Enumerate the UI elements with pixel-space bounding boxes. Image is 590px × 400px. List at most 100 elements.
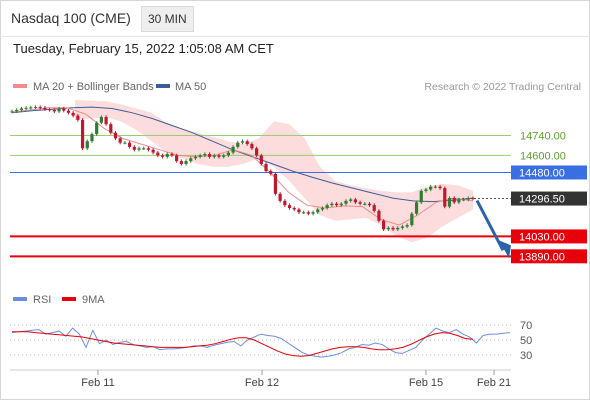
candle-body xyxy=(10,111,14,113)
candle-body xyxy=(80,119,85,149)
candle-body xyxy=(457,199,461,203)
candle-body xyxy=(66,110,71,113)
candle-body xyxy=(43,107,47,110)
ma20-line xyxy=(11,107,474,226)
candle-body xyxy=(15,109,19,112)
forecast-arrow-shaft xyxy=(475,199,505,252)
candle-body xyxy=(386,227,390,230)
rsi-tick-label: 70 xyxy=(520,320,532,332)
candle-body xyxy=(71,112,75,116)
9ma-line xyxy=(12,331,474,357)
candle-body xyxy=(325,205,329,208)
candle-body xyxy=(207,154,212,157)
candle-body xyxy=(222,155,226,157)
candle-body xyxy=(297,209,301,213)
candle-body xyxy=(302,212,306,214)
candle-body xyxy=(250,144,254,149)
candle-body xyxy=(212,155,216,157)
candle-body xyxy=(382,220,386,230)
last-label-box xyxy=(511,191,587,206)
candle-body xyxy=(264,163,268,172)
candle-body xyxy=(461,199,466,201)
candle-body xyxy=(156,152,160,156)
x-tick-label: Feb 15 xyxy=(409,377,443,389)
candle-body xyxy=(405,225,409,227)
timeframe-button[interactable]: 30 MIN xyxy=(141,6,194,32)
ma50-legend-label: MA 50 xyxy=(175,81,206,93)
candle-body xyxy=(391,227,395,230)
candle-body xyxy=(245,141,249,145)
timestamp: Tuesday, February 15, 2022 1:05:08 AM CE… xyxy=(13,41,274,56)
moving-averages xyxy=(11,106,474,226)
ma50-line xyxy=(11,106,474,203)
candle-body xyxy=(198,155,202,157)
candle-body xyxy=(363,203,367,205)
candle-body xyxy=(48,109,52,111)
ma20-legend-label: MA 20 + Bollinger Bands xyxy=(33,81,154,93)
forecast-arrow-head xyxy=(499,240,511,259)
candle-body xyxy=(320,208,325,210)
candle-body xyxy=(189,158,193,162)
candle-body xyxy=(104,117,108,125)
rsi-tick-label: 50 xyxy=(520,335,532,347)
candle-body xyxy=(330,203,334,206)
candle-body xyxy=(132,146,136,150)
candle-body xyxy=(179,161,183,164)
candle-body xyxy=(311,212,315,214)
candle-body xyxy=(113,132,118,139)
support-label: 13890.00 xyxy=(519,251,565,263)
candle-body xyxy=(95,122,99,135)
candle-body xyxy=(19,108,24,110)
candle-body xyxy=(316,209,320,213)
ma9-legend-label: 9MA xyxy=(82,294,105,306)
instrument-title: Nasdaq 100 (CME) xyxy=(11,10,131,26)
pivot-label-box xyxy=(511,165,587,180)
candle-body xyxy=(400,226,405,228)
candle-body xyxy=(170,154,174,156)
candle-body xyxy=(419,190,423,203)
rsi-legend-label: RSI xyxy=(33,294,51,306)
candle-body xyxy=(447,198,452,207)
candle-body xyxy=(90,134,94,142)
candle-body xyxy=(255,148,259,156)
candle-body xyxy=(193,156,198,159)
candle-body xyxy=(231,146,235,153)
ma50-legend-swatch xyxy=(156,84,170,88)
candle-body xyxy=(339,203,343,206)
x-tick-label: Feb 12 xyxy=(245,377,279,389)
ma9-legend-swatch xyxy=(62,297,76,301)
chart-header: Nasdaq 100 (CME) 30 MIN xyxy=(0,0,588,37)
forecast-arrow xyxy=(475,199,511,259)
support-label: 14030.00 xyxy=(519,231,565,243)
level-labels: 14740.00 14600.00 14480.00 14296.50 14030.00… xyxy=(511,131,587,264)
candle-body xyxy=(203,154,207,156)
candle-body xyxy=(306,212,310,214)
last-label: 14296.50 xyxy=(519,194,565,206)
candle-body xyxy=(236,142,240,147)
candle-body xyxy=(52,109,56,112)
ma20-legend-swatch xyxy=(13,84,27,88)
candle-body xyxy=(160,155,165,157)
candle-body xyxy=(99,117,103,123)
x-tick-label: Feb 11 xyxy=(81,377,114,389)
candle-body xyxy=(292,208,296,210)
candle-body xyxy=(226,152,230,156)
candle-body xyxy=(38,107,42,109)
candle-body xyxy=(151,149,155,153)
candle-body xyxy=(443,188,447,207)
candle-body xyxy=(118,138,122,143)
x-axis: Feb 11 Feb 12 Feb 15 Feb 21 xyxy=(81,370,511,389)
candles xyxy=(10,105,475,232)
candle-body xyxy=(367,203,372,206)
candle-body xyxy=(452,198,456,203)
rsi-legend-swatch xyxy=(13,297,27,301)
candle-body xyxy=(217,155,221,157)
candle-body xyxy=(165,154,169,157)
candle-body xyxy=(424,189,428,191)
candle-body xyxy=(283,200,287,206)
rsi-panel: 70 50 30 xyxy=(10,320,532,362)
candle-body xyxy=(372,205,376,211)
candle-body xyxy=(85,141,89,149)
